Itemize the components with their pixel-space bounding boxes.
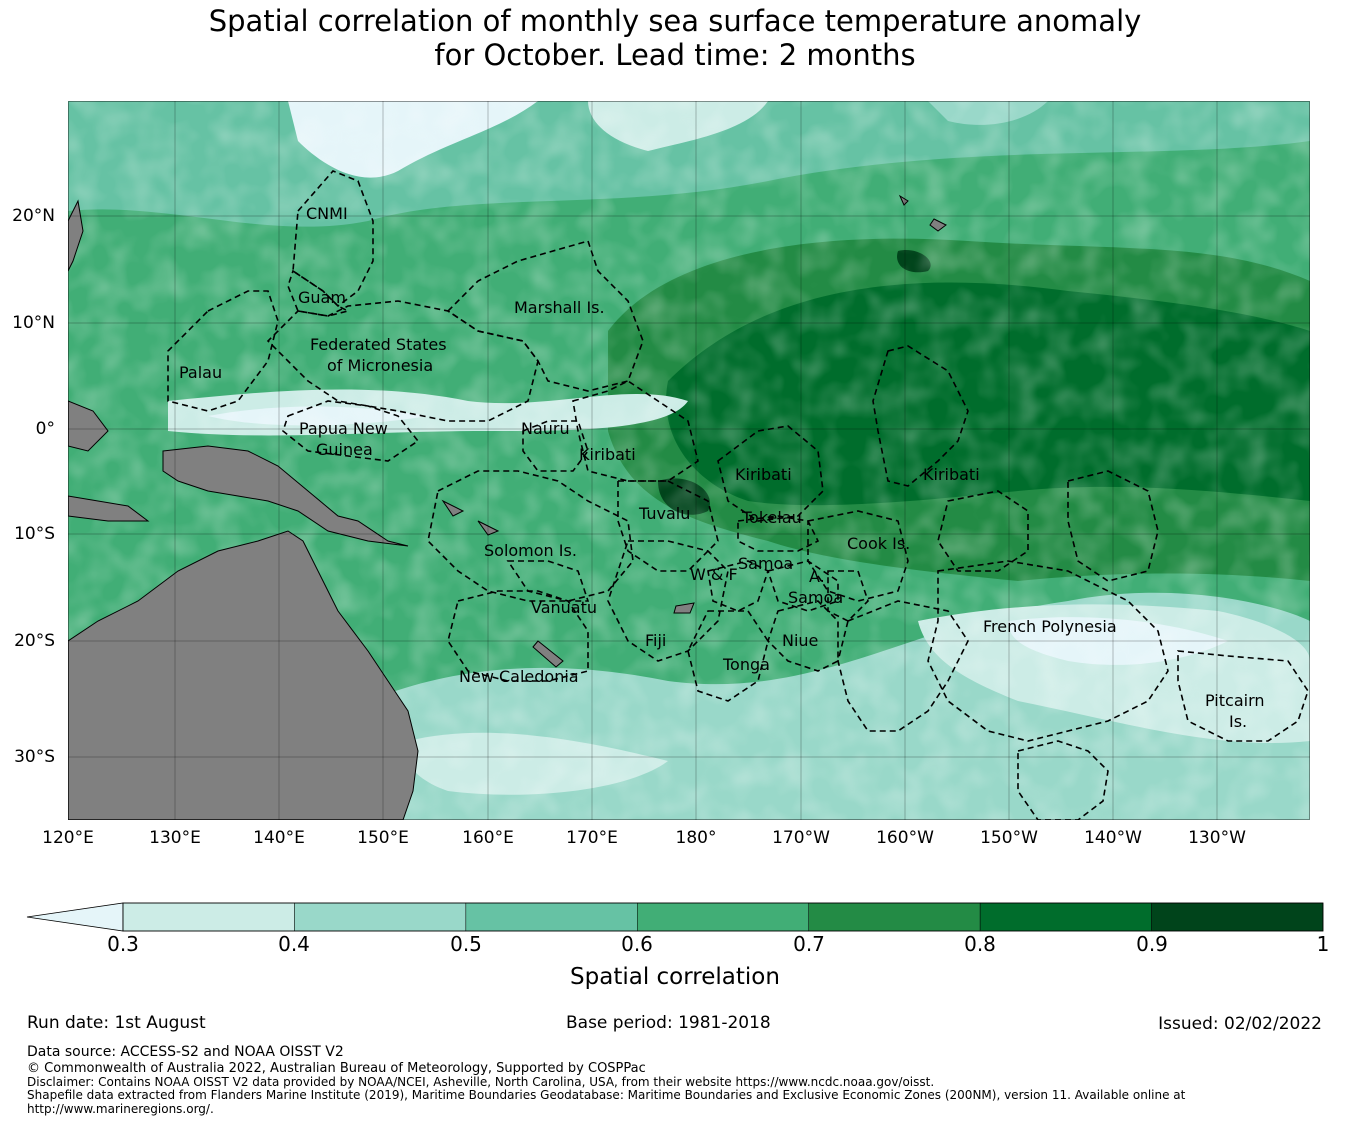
- region-label-tuvalu: Tuvalu: [638, 504, 690, 523]
- shapefile-url: http://www.marineregions.org/.: [27, 1102, 214, 1116]
- colorbar-label: Spatial correlation: [570, 964, 780, 990]
- lat-tick: 30°S: [14, 747, 55, 767]
- lat-tick: 20°N: [12, 206, 55, 226]
- region-label-french-polynesia: French Polynesia: [983, 617, 1117, 636]
- correlation-map: CNMI Guam Marshall Is. Federated States …: [68, 101, 1310, 820]
- colorbar-segment: [465, 902, 638, 932]
- region-label-tonga: Tonga: [722, 655, 770, 674]
- region-label-solomon: Solomon Is.: [484, 541, 577, 560]
- region-label-pitcairn-2: Is.: [1229, 712, 1247, 731]
- lon-tick: 150°W: [980, 828, 1038, 848]
- region-label-nauru: Nauru: [521, 419, 570, 438]
- region-label-png-2: Guinea: [316, 440, 373, 459]
- region-label-kiribati-gilbert: Kiribati: [579, 445, 636, 464]
- shapefile-credit: Shapefile data extracted from Flanders M…: [27, 1088, 1186, 1102]
- region-label-wallis-futuna: W & F: [690, 565, 738, 584]
- colorbar-tick: 0.6: [621, 932, 653, 956]
- region-label-marshall: Marshall Is.: [514, 298, 605, 317]
- colorbar-segment: [294, 902, 467, 932]
- lon-tick: 130°W: [1188, 828, 1246, 848]
- eez-boundaries: [167, 170, 1309, 820]
- base-period: Base period: 1981-2018: [566, 1013, 771, 1033]
- land-masses: [68, 194, 947, 820]
- colorbar-tick: 0.9: [1136, 932, 1168, 956]
- disclaimer: Disclaimer: Contains NOAA OISST V2 data …: [27, 1075, 935, 1089]
- lon-tick: 150°E: [357, 828, 409, 848]
- lat-tick: 10°N: [12, 313, 55, 333]
- lon-tick: 160°E: [462, 828, 514, 848]
- colorbar-extend-arrow: [26, 902, 124, 932]
- region-label-samoa: Samoa: [738, 554, 793, 573]
- region-label-new-caledonia: New Caledonia: [459, 667, 579, 686]
- colorbar-tick: 1: [1316, 932, 1330, 956]
- lon-tick: 180°: [675, 828, 717, 848]
- colorbar-tick: 0.7: [793, 932, 825, 956]
- region-label-fiji: Fiji: [645, 631, 666, 650]
- region-labels: CNMI Guam Marshall Is. Federated States …: [179, 204, 1265, 731]
- copyright: © Commonwealth of Australia 2022, Austra…: [27, 1061, 646, 1076]
- data-source: Data source: ACCESS-S2 and NOAA OISST V2: [27, 1044, 344, 1060]
- colorbar-tick: 0.3: [107, 932, 139, 956]
- lon-tick: 130°E: [149, 828, 201, 848]
- colorbar-tick: 0.8: [964, 932, 996, 956]
- region-label-cook: Cook Is.: [847, 534, 910, 553]
- map-title-line2: for October. Lead time: 2 months: [434, 38, 916, 72]
- colorbar-segment: [1151, 902, 1324, 932]
- region-label-kiribati-phoenix: Kiribati: [735, 465, 792, 484]
- colorbar-segment: [637, 902, 809, 932]
- region-label-fsm-2: of Micronesia: [327, 356, 433, 375]
- region-label-vanuatu: Vanuatu: [531, 598, 597, 617]
- run-date: Run date: 1st August: [27, 1013, 206, 1033]
- issued-date: Issued: 02/02/2022: [1158, 1014, 1322, 1034]
- colorbar-segment: [122, 902, 295, 932]
- lon-tick: 120°E: [42, 828, 94, 848]
- lon-tick: 140°W: [1084, 828, 1142, 848]
- lat-tick: 20°S: [14, 631, 55, 651]
- region-label-fsm-1: Federated States: [310, 335, 447, 354]
- map-title-line1: Spatial correlation of monthly sea surfa…: [208, 4, 1142, 38]
- colorbar-segment: [808, 902, 981, 932]
- region-label-kiribati-line: Kiribati: [923, 465, 980, 484]
- region-label-guam: Guam: [298, 288, 346, 307]
- colorbar-tick: 0.4: [278, 932, 310, 956]
- region-label-am-samoa-1: A.: [809, 567, 825, 586]
- lon-tick: 170°E: [566, 828, 618, 848]
- region-label-am-samoa-2: Samoa: [788, 588, 843, 607]
- colorbar-tick: 0.5: [450, 932, 482, 956]
- colorbar: [26, 902, 1324, 932]
- region-label-cnmi: CNMI: [306, 204, 348, 223]
- region-label-tokelau: Tokelau: [741, 508, 802, 527]
- lon-tick: 170°W: [772, 828, 830, 848]
- colorbar-segments: [122, 902, 1324, 932]
- lat-tick: 10°S: [14, 524, 55, 544]
- region-label-palau: Palau: [179, 363, 222, 382]
- lon-tick: 160°W: [876, 828, 934, 848]
- lon-tick: 140°E: [253, 828, 305, 848]
- region-label-pitcairn-1: Pitcairn: [1205, 691, 1265, 710]
- colorbar-segment: [979, 902, 1152, 932]
- region-label-niue: Niue: [782, 631, 818, 650]
- lat-tick: 0°: [35, 419, 55, 439]
- region-label-png-1: Papua New: [299, 419, 388, 438]
